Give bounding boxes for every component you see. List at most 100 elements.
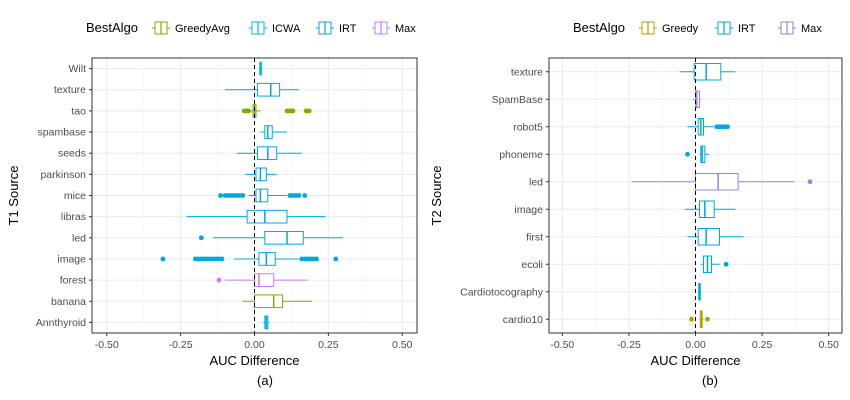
legend-label: GreedyAvg bbox=[175, 23, 230, 35]
box-a-Annthyroid bbox=[263, 315, 270, 330]
outlier-point bbox=[333, 256, 339, 262]
outlier-point bbox=[725, 124, 730, 130]
box-body bbox=[255, 188, 269, 203]
box-a-led bbox=[198, 230, 344, 245]
y-tick-label-a-forest: forest bbox=[60, 275, 86, 287]
y-tick-label-a-parkinson: parkinson bbox=[40, 169, 86, 181]
y-tick-label-b-image: image bbox=[514, 204, 543, 216]
box-b-SpamBase bbox=[692, 90, 701, 108]
y-tick-label-a-Annthyroid: Annthyroid bbox=[36, 317, 86, 329]
x-tick-label-b-0: -0.50 bbox=[550, 339, 574, 351]
y-tick-label-b-SpamBase: SpamBase bbox=[492, 94, 544, 106]
y-tick-label-b-cardio10: cardio10 bbox=[503, 314, 543, 326]
y-tick-label-b-first: first bbox=[526, 231, 543, 243]
y-tick-label-a-texture: texture bbox=[54, 84, 86, 96]
x-axis-title-b: AUC Difference bbox=[650, 353, 740, 368]
box-a-forest bbox=[216, 273, 308, 287]
box-a-image bbox=[160, 252, 339, 266]
legend-label: IRT bbox=[738, 23, 756, 35]
x-tick-label-b-2: 0.00 bbox=[685, 339, 706, 351]
legend-entry-a-GreedyAvg: GreedyAvg bbox=[152, 21, 230, 35]
box-body bbox=[246, 209, 288, 224]
x-tick-label-a-4: 0.50 bbox=[392, 339, 413, 351]
outlier-point bbox=[296, 193, 302, 198]
legend-entry-a-ICWA: ICWA bbox=[249, 21, 301, 35]
y-tick-label-a-seeds: seeds bbox=[58, 148, 86, 160]
box-body bbox=[695, 173, 739, 191]
legend-label: Greedy bbox=[662, 23, 699, 35]
box-a-spambase bbox=[260, 125, 287, 139]
legend-title-b: BestAlgo bbox=[573, 20, 625, 35]
box-body bbox=[256, 82, 281, 97]
box-b-image bbox=[684, 200, 736, 218]
y-tick-label-b-texture: texture bbox=[511, 66, 543, 78]
y-tick-label-a-banana: banana bbox=[51, 296, 86, 308]
caption-a: (a) bbox=[257, 373, 273, 388]
y-tick-label-a-spambase: spambase bbox=[38, 127, 87, 139]
y-tick-label-a-led: led bbox=[72, 232, 86, 244]
y-tick-label-a-image: image bbox=[57, 253, 86, 265]
box-a-libras bbox=[186, 209, 326, 224]
outlier-point bbox=[216, 277, 222, 283]
legend-title-a: BestAlgo bbox=[86, 20, 138, 35]
outlier-point bbox=[314, 256, 319, 262]
box-b-Cardiotocography bbox=[698, 283, 701, 301]
box-b-phoneme bbox=[685, 145, 709, 163]
y-axis-title-a: T1 Source bbox=[6, 166, 21, 226]
legend-entry-b-IRT: IRT bbox=[715, 21, 756, 35]
legend-entry-a-IRT: IRT bbox=[316, 21, 357, 35]
outlier-point bbox=[302, 193, 308, 198]
box-b-texture bbox=[679, 63, 736, 81]
box-a-seeds bbox=[236, 146, 302, 161]
x-tick-label-b-3: 0.25 bbox=[752, 339, 773, 351]
y-tick-label-b-robot5: robot5 bbox=[513, 121, 543, 133]
caption-b: (b) bbox=[702, 373, 718, 388]
box-body bbox=[697, 228, 720, 246]
box-b-led bbox=[631, 173, 813, 191]
y-tick-label-b-Cardiotocography: Cardiotocography bbox=[460, 286, 544, 298]
box-b-first bbox=[687, 228, 744, 246]
box-body bbox=[264, 230, 304, 245]
y-tick-label-b-led: led bbox=[529, 176, 543, 188]
x-tick-label-a-2: 0.00 bbox=[244, 339, 265, 351]
box-a-parkinson bbox=[245, 167, 277, 182]
outlier-point bbox=[306, 108, 312, 114]
outlier-point bbox=[807, 179, 813, 185]
box-a-Wilt bbox=[258, 61, 263, 76]
x-axis-title-a: AUC Difference bbox=[209, 353, 299, 368]
legend-entry-a-Max: Max bbox=[372, 21, 416, 35]
x-tick-label-b-4: 0.50 bbox=[818, 339, 839, 351]
x-tick-label-b-1: -0.25 bbox=[617, 339, 641, 351]
outlier-point bbox=[240, 193, 246, 198]
y-tick-label-a-Wilt: Wilt bbox=[69, 63, 87, 75]
y-tick-label-a-libras: libras bbox=[61, 211, 86, 223]
box-b-robot5 bbox=[687, 118, 730, 136]
legend-entry-b-Max: Max bbox=[778, 21, 822, 35]
outlier-point bbox=[705, 316, 710, 322]
legend-entry-b-Greedy: Greedy bbox=[639, 21, 699, 35]
y-tick-label-a-mice: mice bbox=[64, 190, 86, 202]
outlier-point bbox=[218, 193, 223, 198]
box-body bbox=[254, 273, 275, 287]
box-b-ecoli bbox=[700, 255, 729, 273]
y-tick-label-a-tao: tao bbox=[71, 105, 86, 117]
box-a-banana bbox=[242, 294, 313, 309]
box-a-texture bbox=[224, 82, 299, 97]
box-body bbox=[698, 200, 715, 218]
box-a-mice bbox=[218, 188, 308, 203]
box-body bbox=[693, 63, 722, 81]
outlier-point bbox=[246, 108, 251, 114]
box-b-cardio10 bbox=[689, 310, 710, 328]
box-body bbox=[254, 294, 284, 309]
outlier-point bbox=[160, 256, 166, 262]
chart-b: texture SpamBase robot5 phoneme led image firs… bbox=[429, 20, 843, 388]
outlier-point bbox=[685, 151, 690, 157]
y-tick-label-b-phoneme: phoneme bbox=[499, 149, 543, 161]
legend-label: Max bbox=[395, 23, 416, 35]
outlier-point bbox=[198, 235, 204, 241]
outlier-point bbox=[219, 256, 225, 262]
outlier-point bbox=[723, 261, 729, 267]
legend-label: Max bbox=[801, 23, 822, 35]
outlier-point bbox=[290, 108, 296, 114]
